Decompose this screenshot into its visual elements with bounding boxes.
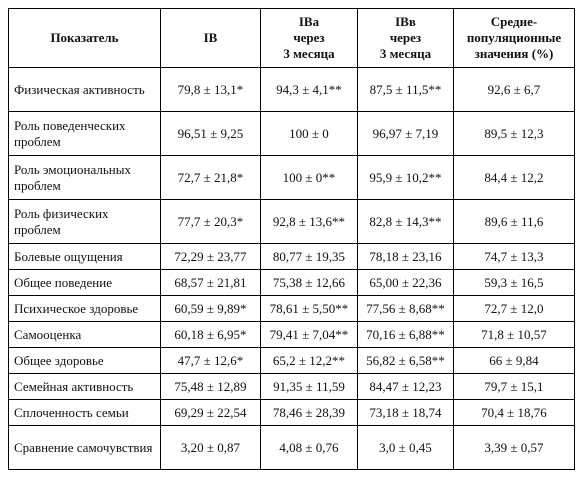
header-line: 3 месяца	[379, 46, 432, 61]
value-cell: 3,20 ± 0,87	[160, 425, 261, 470]
value-cell: 79,41 ± 7,04**	[260, 321, 358, 348]
value-cell: 70,16 ± 6,88**	[357, 321, 454, 348]
value-cell: 60,18 ± 6,95*	[160, 321, 261, 348]
value-cell: 77,56 ± 8,68**	[357, 295, 454, 322]
value-cell: 68,57 ± 21,81	[160, 269, 261, 296]
value-cell: 92,6 ± 6,7	[453, 67, 575, 112]
value-cell: 96,97 ± 7,19	[357, 111, 454, 156]
table-row: Сравнение самочувствия 3,20 ± 0,87 4,08 ± …	[8, 425, 575, 470]
value-cell: 82,8 ± 14,3**	[357, 199, 454, 244]
row-label: Общее поведение	[8, 269, 161, 296]
value-cell: 60,59 ± 9,89*	[160, 295, 261, 322]
value-cell: 74,7 ± 13,3	[453, 243, 575, 270]
table-row: Болевые ощущения 72,29 ± 23,77 80,77 ± 19,…	[8, 243, 575, 270]
value-cell: 72,29 ± 23,77	[160, 243, 261, 270]
value-cell: 78,61 ± 5,50**	[260, 295, 358, 322]
header-row: Показатель IВ IВа через 3 месяца IВв через 3 ме…	[8, 8, 575, 68]
value-cell: 66 ± 9,84	[453, 347, 575, 374]
table-row: Роль физических проблем 77,7 ± 20,3* 92,8 …	[8, 199, 575, 244]
table-row: Общее здоровье 47,7 ± 12,6* 65,2 ± 12,2** 5…	[8, 347, 575, 374]
value-cell: 96,51 ± 9,25	[160, 111, 261, 156]
row-label: Самооценка	[8, 321, 161, 348]
table-row: Сплоченность семьи 69,29 ± 22,54 78,46 ± 2…	[8, 399, 575, 426]
value-cell: 92,8 ± 13,6**	[260, 199, 358, 244]
value-cell: 3,0 ± 0,45	[357, 425, 454, 470]
header-cell: Средне-популяционные значения (%)	[453, 8, 575, 68]
value-cell: 71,8 ± 10,57	[453, 321, 575, 348]
row-label: Болевые ощущения	[8, 243, 161, 270]
value-cell: 87,5 ± 11,5**	[357, 67, 454, 112]
value-cell: 72,7 ± 12,0	[453, 295, 575, 322]
row-label: Роль поведенческих проблем	[8, 111, 161, 156]
table-row: Самооценка 60,18 ± 6,95* 79,41 ± 7,04** 70,…	[8, 321, 575, 348]
header-line: 3 месяца	[283, 46, 335, 61]
header-cell: IВ	[160, 8, 261, 68]
value-cell: 73,18 ± 18,74	[357, 399, 454, 426]
value-cell: 65,2 ± 12,2**	[260, 347, 358, 374]
value-cell: 56,82 ± 6,58**	[357, 347, 454, 374]
value-cell: 59,3 ± 16,5	[453, 269, 575, 296]
table-body: Физическая активность 79,8 ± 13,1* 94,3 ± …	[8, 67, 575, 470]
value-cell: 95,9 ± 10,2**	[357, 155, 454, 200]
value-cell: 4,08 ± 0,76	[260, 425, 358, 470]
header-line: IВа	[298, 14, 320, 29]
header-cell: Показатель	[8, 8, 161, 68]
row-label: Роль эмоциональных проблем	[8, 155, 161, 200]
value-cell: 100 ± 0**	[260, 155, 358, 200]
value-cell: 78,18 ± 23,16	[357, 243, 454, 270]
value-cell: 47,7 ± 12,6*	[160, 347, 261, 374]
header-line: Показатель	[50, 30, 119, 45]
value-cell: 91,35 ± 11,59	[260, 373, 358, 400]
value-cell: 65,00 ± 22,36	[357, 269, 454, 296]
row-label: Общее здоровье	[8, 347, 161, 374]
value-cell: 75,38 ± 12,66	[260, 269, 358, 296]
header-line: популяционные	[466, 30, 562, 45]
header-cell: IВв через 3 месяца	[357, 8, 454, 68]
value-cell: 77,7 ± 20,3*	[160, 199, 261, 244]
table-row: Психическое здоровье 60,59 ± 9,89* 78,61 ±…	[8, 295, 575, 322]
row-label: Семейная активность	[8, 373, 161, 400]
row-label: Сплоченность семьи	[8, 399, 161, 426]
value-cell: 78,46 ± 28,39	[260, 399, 358, 426]
value-cell: 72,7 ± 21,8*	[160, 155, 261, 200]
value-cell: 89,5 ± 12,3	[453, 111, 575, 156]
data-table: Показатель IВ IВа через 3 месяца IВв через 3 ме…	[8, 8, 575, 470]
value-cell: 94,3 ± 4,1**	[260, 67, 358, 112]
value-cell: 69,29 ± 22,54	[160, 399, 261, 426]
value-cell: 100 ± 0	[260, 111, 358, 156]
table-row: Общее поведение 68,57 ± 21,81 75,38 ± 12,6…	[8, 269, 575, 296]
value-cell: 84,4 ± 12,2	[453, 155, 575, 200]
value-cell: 79,7 ± 15,1	[453, 373, 575, 400]
row-label: Роль физических проблем	[8, 199, 161, 244]
value-cell: 84,47 ± 12,23	[357, 373, 454, 400]
table-row: Роль эмоциональных проблем 72,7 ± 21,8* 10…	[8, 155, 575, 200]
row-label: Психическое здоровье	[8, 295, 161, 322]
value-cell: 89,6 ± 11,6	[453, 199, 575, 244]
value-cell: 75,48 ± 12,89	[160, 373, 261, 400]
table-row: Роль поведенческих проблем 96,51 ± 9,25 10…	[8, 111, 575, 156]
header-line: Средне-	[490, 14, 538, 29]
header-line: через	[293, 30, 325, 45]
header-line: через	[389, 30, 422, 45]
header-line: IВ	[203, 30, 218, 45]
value-cell: 80,77 ± 19,35	[260, 243, 358, 270]
row-label: Физическая активность	[8, 67, 161, 112]
table-head: Показатель IВ IВа через 3 месяца IВв через 3 ме…	[8, 8, 575, 68]
value-cell: 79,8 ± 13,1*	[160, 67, 261, 112]
row-label: Сравнение самочувствия	[8, 425, 161, 470]
table-row: Физическая активность 79,8 ± 13,1* 94,3 ± …	[8, 67, 575, 112]
header-line: IВв	[395, 14, 416, 29]
header-cell: IВа через 3 месяца	[260, 8, 358, 68]
header-line: значения (%)	[474, 46, 554, 61]
value-cell: 3,39 ± 0,57	[453, 425, 575, 470]
table-row: Семейная активность 75,48 ± 12,89 91,35 ± …	[8, 373, 575, 400]
value-cell: 70,4 ± 18,76	[453, 399, 575, 426]
